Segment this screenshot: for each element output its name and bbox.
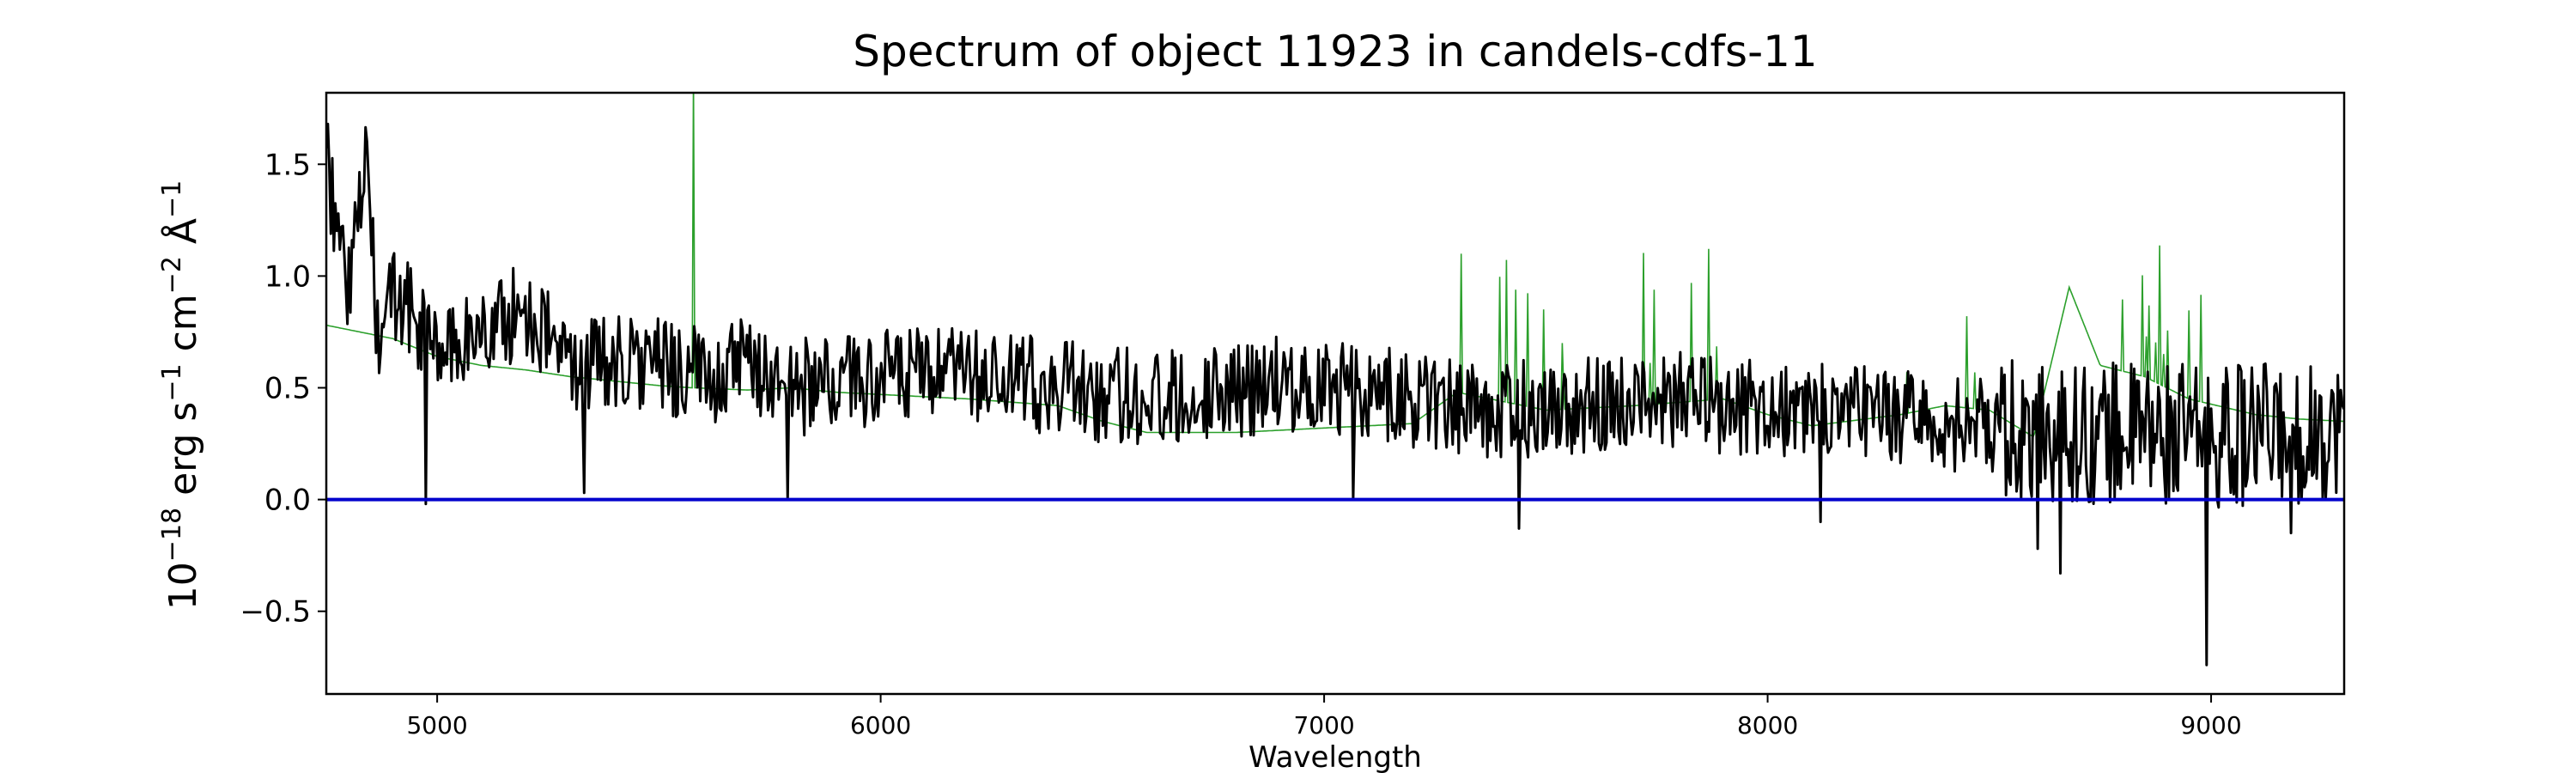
y-tick-label: −0.5	[240, 595, 311, 630]
y-tick-label: 0.0	[264, 484, 311, 518]
x-tick-label: 9000	[2180, 711, 2241, 740]
observed-spectrum-line	[326, 122, 2344, 666]
plot-frame	[325, 91, 2346, 696]
x-tick-label: 6000	[850, 711, 911, 740]
x-tick-label: 8000	[1737, 711, 1798, 740]
x-tick-label: 7000	[1293, 711, 1354, 740]
y-tick-label: 0.5	[264, 371, 311, 405]
y-label-cm: cm	[161, 294, 205, 363]
y-tick-label: 1.5	[264, 148, 311, 182]
y-label-angstrom: Å	[160, 218, 205, 256]
y-label-erg-s: erg s	[161, 402, 205, 508]
y-label-exp-cm: −2	[157, 256, 187, 294]
y-label-exp-s: −1	[157, 363, 187, 401]
x-axis-label: Wavelength	[1249, 740, 1422, 773]
y-axis-label: 10−18 erg s−1 cm−2 Å−1	[157, 180, 205, 610]
y-label-exp-base: −18	[157, 508, 187, 562]
y-label-exp-angstrom: −1	[157, 180, 187, 218]
plot-area	[326, 93, 2344, 666]
axis-ticks: 5000 6000 7000 8000 9000 −0.5 0.0 0.5 1.0 1.5	[240, 148, 2241, 740]
y-label-base: 10	[161, 562, 205, 610]
x-tick-label: 5000	[406, 711, 467, 740]
chart-title: Spectrum of object 11923 in candels-cdfs…	[853, 27, 1818, 76]
y-tick-label: 1.0	[264, 259, 311, 294]
